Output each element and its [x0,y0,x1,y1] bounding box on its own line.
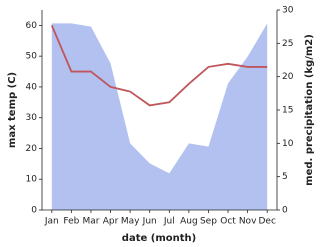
y2-tick-label: 20 [282,72,294,82]
x-axis-label: date (month) [122,233,196,244]
y2-tick-label: 15 [282,106,293,116]
x-tick-label: Aug [180,217,198,227]
precipitation-area [51,23,268,211]
y-axis-label: max temp (C) [7,72,18,148]
y2-axis-label: med. precipitation (kg/m2) [304,34,315,186]
y2-tick-label: 5 [282,172,288,182]
x-tick-label: Jul [163,217,175,227]
temp-line [50,25,268,107]
y-tick-label: 60 [26,21,38,31]
y-tick-label: 50 [26,52,38,62]
y-tick-label: 30 [26,113,38,123]
y2-tick-label: 25 [282,39,293,49]
x-tick-label: Dec [258,217,275,227]
x-tick-label: Mar [82,217,99,227]
x-tick-label: Oct [220,217,236,227]
x-tick-label: Apr [103,217,119,227]
y-tick-label: 0 [31,206,37,216]
y-tick-label: 10 [26,175,38,185]
x-tick-label: Jun [142,217,157,227]
y2-tick-label: 0 [282,206,288,216]
x-tick-label: Jan [44,217,59,227]
y-tick-label: 20 [26,144,38,154]
x-tick-label: Sep [200,217,217,227]
y2-tick-label: 30 [282,6,294,16]
y-tick-label: 40 [26,82,38,92]
x-tick-label: Feb [63,217,79,227]
y2-tick-label: 10 [282,139,294,149]
x-tick-label: Nov [239,217,257,227]
x-tick-label: May [121,217,140,227]
